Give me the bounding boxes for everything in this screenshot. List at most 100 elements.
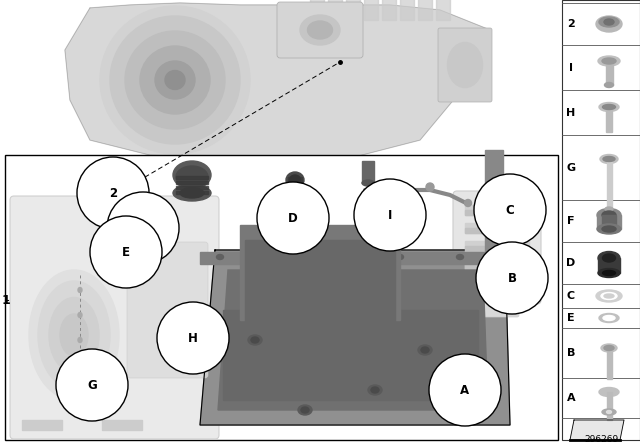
Ellipse shape — [421, 347, 429, 353]
Ellipse shape — [78, 288, 82, 293]
Ellipse shape — [140, 46, 210, 114]
Bar — [465, 241, 529, 251]
Bar — [602, 215, 616, 229]
Text: 296269: 296269 — [584, 435, 618, 444]
Bar — [607, 392, 611, 420]
Ellipse shape — [599, 314, 619, 323]
Bar — [200, 252, 505, 264]
Bar — [245, 240, 395, 325]
Bar — [485, 150, 503, 280]
Ellipse shape — [597, 208, 621, 221]
Ellipse shape — [180, 188, 204, 198]
Ellipse shape — [173, 185, 211, 201]
Bar — [288, 177, 302, 195]
Ellipse shape — [251, 337, 259, 343]
Bar — [465, 205, 529, 215]
Ellipse shape — [78, 313, 82, 318]
Ellipse shape — [605, 207, 613, 211]
Polygon shape — [570, 420, 624, 440]
Ellipse shape — [602, 104, 616, 109]
Bar — [605, 61, 612, 85]
Ellipse shape — [596, 290, 622, 302]
Ellipse shape — [601, 344, 617, 352]
Bar — [240, 225, 400, 320]
Bar — [465, 223, 529, 233]
Text: 2: 2 — [109, 186, 117, 199]
Ellipse shape — [248, 335, 262, 345]
Text: I: I — [569, 63, 573, 73]
Polygon shape — [200, 250, 510, 425]
Text: F: F — [139, 221, 147, 234]
Bar — [5, 155, 558, 440]
Bar — [606, 107, 612, 132]
Ellipse shape — [276, 254, 284, 259]
Ellipse shape — [602, 58, 616, 64]
Ellipse shape — [602, 211, 616, 219]
FancyBboxPatch shape — [453, 191, 541, 304]
Ellipse shape — [602, 226, 616, 232]
Polygon shape — [218, 270, 488, 410]
Ellipse shape — [173, 161, 211, 189]
Ellipse shape — [100, 6, 250, 154]
Text: D: D — [288, 211, 298, 224]
Ellipse shape — [298, 405, 312, 415]
Text: D: D — [566, 258, 575, 268]
Bar — [597, 215, 621, 229]
Ellipse shape — [397, 254, 403, 259]
Bar — [436, 0, 450, 20]
Ellipse shape — [603, 315, 615, 320]
FancyBboxPatch shape — [475, 298, 519, 317]
Text: A: A — [460, 383, 470, 396]
Text: 2: 2 — [567, 19, 575, 29]
Ellipse shape — [599, 388, 619, 396]
Ellipse shape — [605, 82, 614, 87]
Ellipse shape — [597, 224, 621, 234]
Text: 1: 1 — [2, 293, 11, 306]
Ellipse shape — [601, 293, 617, 300]
Text: G: G — [566, 163, 575, 172]
Text: A: A — [566, 393, 575, 403]
Text: E: E — [122, 246, 130, 258]
Ellipse shape — [492, 254, 499, 259]
Ellipse shape — [362, 180, 374, 186]
Ellipse shape — [456, 254, 463, 259]
Text: I: I — [388, 208, 392, 221]
Bar — [364, 0, 378, 20]
Text: C: C — [567, 291, 575, 301]
Bar — [223, 310, 478, 400]
Ellipse shape — [300, 15, 340, 45]
Ellipse shape — [110, 16, 240, 144]
FancyBboxPatch shape — [277, 2, 363, 58]
Ellipse shape — [599, 103, 619, 112]
Ellipse shape — [289, 175, 301, 185]
Ellipse shape — [60, 314, 88, 356]
Ellipse shape — [49, 297, 99, 372]
Text: B: B — [508, 271, 516, 284]
Ellipse shape — [216, 254, 223, 259]
Bar — [382, 0, 396, 20]
Ellipse shape — [29, 270, 119, 400]
Ellipse shape — [604, 294, 614, 298]
FancyBboxPatch shape — [127, 242, 208, 378]
Ellipse shape — [598, 251, 620, 264]
Text: E: E — [567, 313, 575, 323]
Bar — [607, 159, 611, 209]
Ellipse shape — [301, 407, 309, 413]
Text: C: C — [506, 203, 515, 216]
Ellipse shape — [599, 17, 619, 27]
Ellipse shape — [465, 199, 472, 207]
Bar — [465, 228, 529, 233]
Ellipse shape — [307, 21, 333, 39]
Ellipse shape — [604, 19, 614, 25]
Ellipse shape — [598, 268, 620, 277]
Ellipse shape — [603, 156, 615, 161]
Ellipse shape — [363, 202, 373, 207]
Bar — [176, 191, 208, 194]
Ellipse shape — [371, 387, 379, 393]
Ellipse shape — [426, 183, 434, 191]
Bar — [176, 176, 208, 179]
Bar — [465, 246, 529, 251]
Ellipse shape — [165, 70, 185, 90]
Bar — [465, 259, 529, 269]
Ellipse shape — [286, 172, 304, 188]
